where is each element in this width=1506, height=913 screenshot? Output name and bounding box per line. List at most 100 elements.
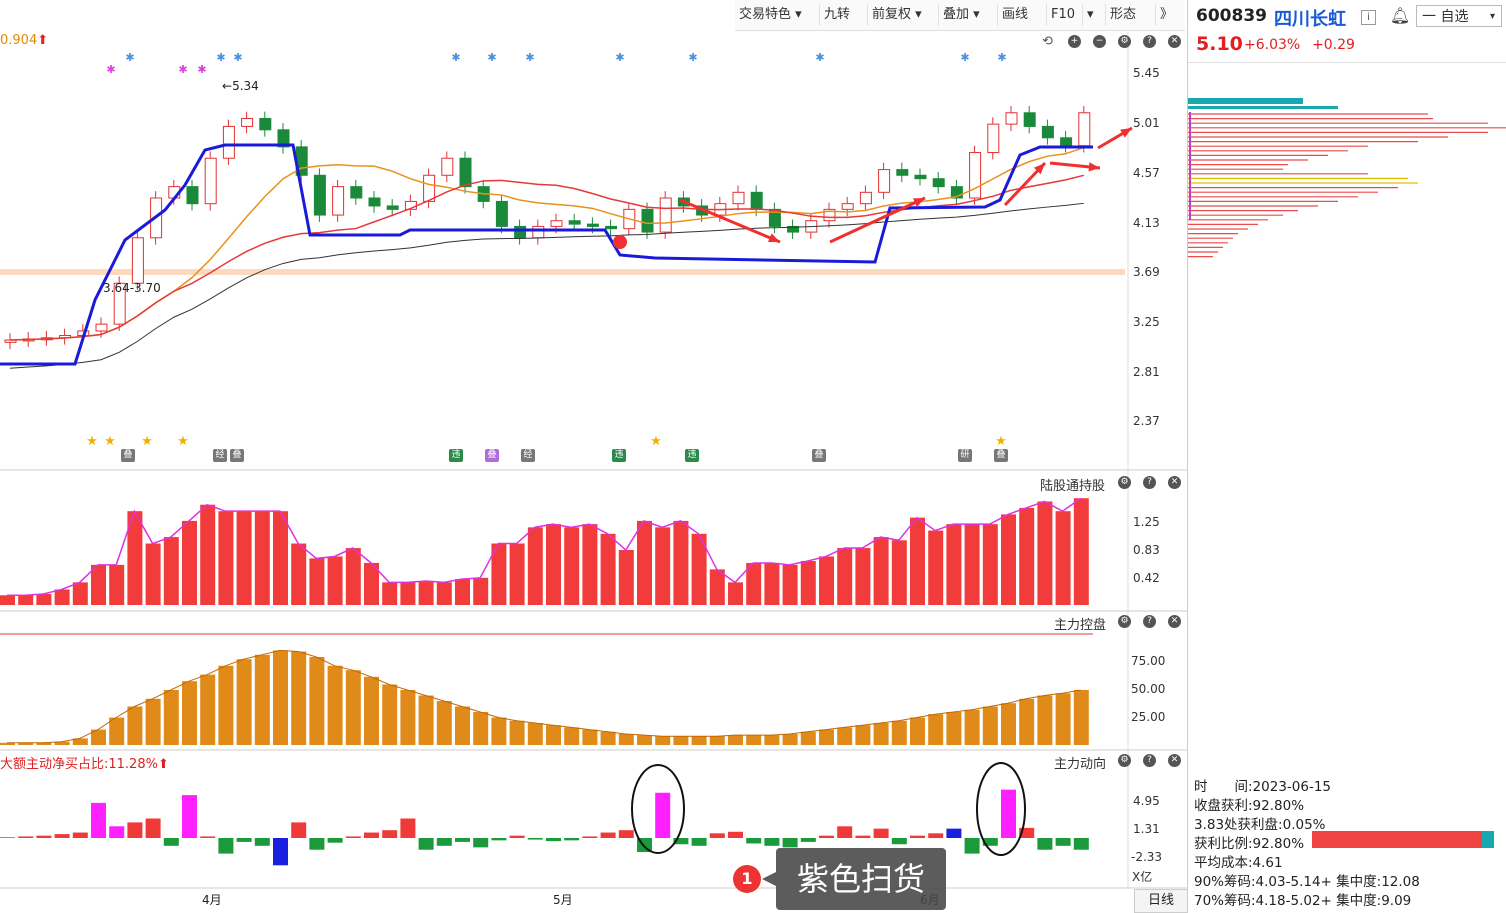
lgt-bar [18,595,34,605]
lgt-ytick: 1.25 [1133,515,1160,529]
lgt-bar [491,543,507,605]
bell-icon[interactable]: 🔔︎ [1389,6,1411,25]
zlkp-bar [218,665,234,745]
event-badge[interactable]: 违 [612,449,626,462]
event-badge[interactable]: 违 [449,449,463,462]
refresh-icon[interactable]: ⟲ [1042,34,1053,49]
help-icon[interactable]: ? [1143,35,1156,48]
tb-draw-line[interactable]: 画线 [997,4,1032,26]
highlight-ellipse [976,762,1026,856]
close-icon[interactable]: ✕ [1168,615,1181,628]
info-icon[interactable]: i [1361,10,1376,25]
event-badge[interactable]: 叠 [230,449,244,462]
zldx-bar [564,838,580,841]
zldx-bar [455,838,470,842]
tb-expand[interactable]: 》 [1155,4,1177,26]
trend-arrow [829,196,926,244]
event-badge[interactable]: 经 [213,449,227,462]
xaxis-label: 5月 [553,893,573,907]
panel-title-zlkp: 主力控盘 [1054,618,1107,633]
zlkp-bar [855,725,871,745]
candle-body [659,197,672,233]
zldx-bar [837,826,853,838]
close-icon[interactable]: ✕ [1168,476,1181,489]
ma-line-black [9,202,1084,369]
zlkp-bar [946,712,962,745]
zlkp-ytick: 75.00 [1131,654,1166,668]
zlkp-bar [291,651,307,745]
stock-name[interactable]: 四川长虹 [1274,9,1346,30]
close-icon[interactable]: ✕ [1168,754,1181,767]
zlkp-bar [546,725,561,745]
lgt-bar [182,520,197,605]
zldx-bar [36,835,52,838]
lgt-bar [873,537,889,605]
settings-icon[interactable]: ⚙ [1118,754,1131,767]
zldx-bar [436,838,452,846]
event-badge[interactable]: 叠 [485,449,499,462]
main-ytick: 3.25 [1133,315,1160,329]
zlkp-bar [109,717,125,745]
candle-body [605,225,618,230]
zlkp-bar [0,742,15,745]
zlkp-bar [36,742,52,745]
event-badge[interactable]: 研 [958,449,972,462]
chart-toolbar: 交易特色 ▾ 九转 前复权 ▾ 叠加 ▾ 画线 F10 ▾ 形态 》 [735,0,1185,31]
zldx-bar [964,838,980,854]
zlkp-bar [837,727,853,745]
candle-body [368,197,381,207]
settings-icon[interactable]: ⚙ [1118,476,1131,489]
lgt-bar [327,556,343,605]
lgt-bar [837,548,853,605]
help-icon[interactable]: ? [1143,615,1156,628]
support-band [0,269,1125,275]
help-icon[interactable]: ? [1143,754,1156,767]
lgt-bar [345,548,361,605]
lgt-bar [637,520,652,605]
zldx-bar [982,838,998,846]
star-marker: ✱ [216,51,225,64]
highlight-ellipse [631,764,685,854]
tb-trade-feature[interactable]: 交易特色 ▾ [739,7,802,22]
lgt-bar [291,543,307,605]
lgt-bar [709,569,725,605]
high-annotation: ←5.34 [222,79,259,93]
zoom-out-icon[interactable]: − [1093,35,1106,48]
lgt-bar [200,504,216,605]
zldx-bar [127,822,143,838]
range-annotation: 3.64-3.70 [103,281,161,295]
settings-icon[interactable]: ⚙ [1118,35,1131,48]
gold-star-marker: ★ [86,434,98,449]
candle-body [969,152,982,199]
event-badge[interactable]: 经 [521,449,535,462]
candle-body [514,225,527,239]
support-step-line [0,143,1093,366]
tb-overlay[interactable]: 叠加 ▾ [938,4,984,26]
tb-pattern[interactable]: 形态 [1105,4,1140,26]
settings-icon[interactable]: ⚙ [1118,615,1131,628]
event-badge[interactable]: 叠 [994,449,1008,462]
tb-nine-turn[interactable]: 九转 [819,4,854,26]
lgt-bar [436,582,452,605]
period-button[interactable]: 日线 [1134,889,1188,913]
zoom-in-icon[interactable]: + [1068,35,1081,48]
event-badge[interactable]: 叠 [121,449,135,462]
tb-dropdown[interactable]: ▾ [1082,4,1098,26]
watchlist-button[interactable]: 一 自选 ▾ [1416,5,1502,27]
lgt-bar [800,561,816,605]
candle-body [841,203,854,210]
tb-forward-adjust[interactable]: 前复权 ▾ [867,4,926,26]
stock-change: +0.29 [1312,37,1355,53]
event-badge[interactable]: 叠 [812,449,826,462]
kline-chart-canvas[interactable]: ✱ ✱ ✱ ✱ ✱ ✱ ✱ ✱ ✱ ✱ ✱ ✱ ✱ ✱ ★ ★ ★ ★ ★ ★ [0,0,1187,912]
event-badge[interactable]: 违 [685,449,699,462]
star-marker: ✱ [525,51,534,64]
tb-f10[interactable]: F10 [1046,4,1079,26]
zlkp-bar [891,720,907,745]
close-icon[interactable]: ✕ [1168,35,1181,48]
help-icon[interactable]: ? [1143,476,1156,489]
candle-body [95,323,108,332]
candle-body [550,220,563,227]
lgt-bar [782,564,798,605]
lgt-bar [1001,514,1016,605]
